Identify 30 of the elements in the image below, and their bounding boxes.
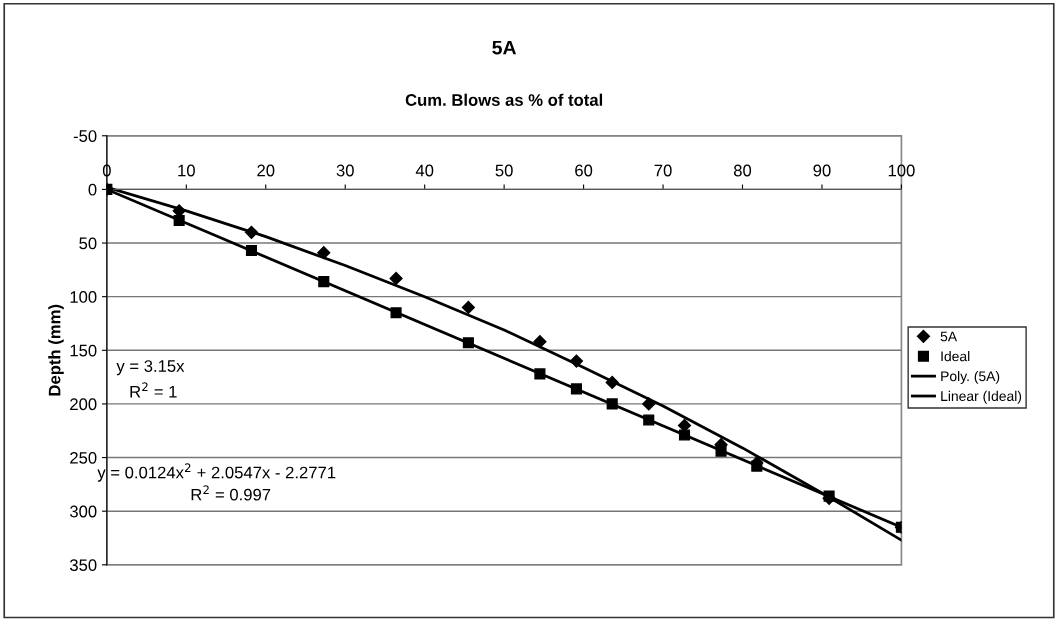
x-tick-label: 80 <box>733 164 752 177</box>
x-tick-label: 100 <box>888 164 915 177</box>
y-tick-label: 300 <box>69 505 97 518</box>
x-tick-label: 30 <box>336 164 354 177</box>
x-axis-title: Cum. Blows as % of total <box>405 93 603 106</box>
annotation: R$^{2}$ = 0.997 <box>191 485 271 501</box>
legend-label: Ideal <box>941 351 970 362</box>
chart-title: 5A <box>492 40 517 55</box>
legend-label: 5A <box>940 331 958 342</box>
y-tick-label: 50 <box>79 237 97 250</box>
y-tick-label: 100 <box>70 291 97 303</box>
y-tick-label: 150 <box>70 344 97 357</box>
x-tick-label: 90 <box>813 164 831 177</box>
y-tick-label: 350 <box>69 559 97 572</box>
annotation: y = 0.0124x$^{2}$ + 2.0547x - 2.2771 <box>97 463 336 482</box>
legend-label: Poly. (5A) <box>941 370 1000 384</box>
x-tick-label: 10 <box>178 164 195 177</box>
y-tick-label: 250 <box>70 451 97 464</box>
x-tick-label: 60 <box>575 164 593 177</box>
annotation: R$^{2}$ = 1 <box>130 382 177 398</box>
y-axis-title: Depth (mm) <box>48 304 64 396</box>
x-tick-label: 40 <box>415 164 434 177</box>
x-tick-label: 20 <box>257 164 275 177</box>
legend-label: Linear (Ideal) <box>941 390 1022 404</box>
x-tick-label: 70 <box>654 164 672 177</box>
y-tick-label: 0 <box>88 183 97 196</box>
annotation: y = 3.15x <box>116 360 185 376</box>
y-tick-label: 200 <box>70 398 97 411</box>
y-tick-label: -50 <box>73 130 97 142</box>
x-tick-label: 50 <box>495 164 513 177</box>
